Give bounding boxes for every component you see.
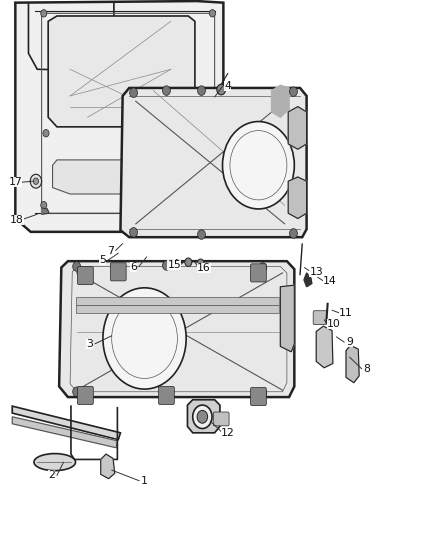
FancyBboxPatch shape xyxy=(213,412,229,426)
Circle shape xyxy=(103,288,186,389)
Circle shape xyxy=(162,261,170,270)
Circle shape xyxy=(130,88,138,98)
Circle shape xyxy=(290,229,297,238)
Circle shape xyxy=(209,10,215,17)
Circle shape xyxy=(193,405,212,429)
Text: 2: 2 xyxy=(48,471,55,480)
FancyBboxPatch shape xyxy=(76,297,279,305)
Text: 11: 11 xyxy=(339,309,353,318)
Circle shape xyxy=(209,201,215,209)
Polygon shape xyxy=(272,85,289,117)
Circle shape xyxy=(43,130,49,137)
Polygon shape xyxy=(120,88,307,237)
Circle shape xyxy=(209,124,215,132)
FancyBboxPatch shape xyxy=(251,387,266,406)
Circle shape xyxy=(290,87,297,96)
FancyBboxPatch shape xyxy=(251,264,266,282)
Text: 4: 4 xyxy=(224,82,231,91)
Text: 1: 1 xyxy=(141,476,148,486)
Polygon shape xyxy=(316,326,333,368)
FancyBboxPatch shape xyxy=(313,311,327,325)
Polygon shape xyxy=(12,417,117,448)
Circle shape xyxy=(41,201,47,209)
Text: 10: 10 xyxy=(327,319,341,329)
Text: 7: 7 xyxy=(107,246,114,255)
Circle shape xyxy=(185,258,192,266)
FancyBboxPatch shape xyxy=(159,386,174,405)
Polygon shape xyxy=(48,16,195,127)
Text: 5: 5 xyxy=(99,255,106,265)
FancyBboxPatch shape xyxy=(78,386,93,405)
Circle shape xyxy=(73,262,81,271)
Circle shape xyxy=(197,259,204,268)
Circle shape xyxy=(197,410,208,423)
Circle shape xyxy=(223,122,294,209)
Text: 3: 3 xyxy=(86,339,93,349)
Polygon shape xyxy=(42,208,49,214)
Polygon shape xyxy=(53,160,195,194)
Circle shape xyxy=(198,86,205,95)
Text: 18: 18 xyxy=(10,215,24,224)
Polygon shape xyxy=(12,406,120,440)
Circle shape xyxy=(30,174,42,188)
Text: 12: 12 xyxy=(221,428,235,438)
Circle shape xyxy=(217,84,226,95)
Text: 17: 17 xyxy=(8,177,22,187)
Polygon shape xyxy=(280,285,294,352)
Polygon shape xyxy=(101,454,115,479)
Circle shape xyxy=(130,228,138,237)
Polygon shape xyxy=(288,107,307,149)
Text: 8: 8 xyxy=(364,364,371,374)
Polygon shape xyxy=(187,400,220,433)
Circle shape xyxy=(162,389,170,398)
Polygon shape xyxy=(304,273,312,287)
Text: 9: 9 xyxy=(346,337,353,347)
Polygon shape xyxy=(288,177,307,219)
FancyBboxPatch shape xyxy=(76,305,279,313)
Ellipse shape xyxy=(34,454,76,471)
Polygon shape xyxy=(346,345,359,383)
Polygon shape xyxy=(15,1,223,232)
Circle shape xyxy=(259,263,267,272)
Circle shape xyxy=(33,178,39,184)
Circle shape xyxy=(41,10,47,17)
FancyBboxPatch shape xyxy=(110,263,126,281)
Text: 15: 15 xyxy=(167,261,181,270)
Text: 14: 14 xyxy=(322,277,336,286)
Text: 6: 6 xyxy=(130,262,137,271)
Circle shape xyxy=(73,387,81,397)
Circle shape xyxy=(162,86,170,95)
Text: 13: 13 xyxy=(309,267,323,277)
Circle shape xyxy=(198,230,205,239)
Circle shape xyxy=(259,389,267,398)
Polygon shape xyxy=(59,261,294,397)
FancyBboxPatch shape xyxy=(78,266,93,285)
Text: 16: 16 xyxy=(197,263,211,272)
